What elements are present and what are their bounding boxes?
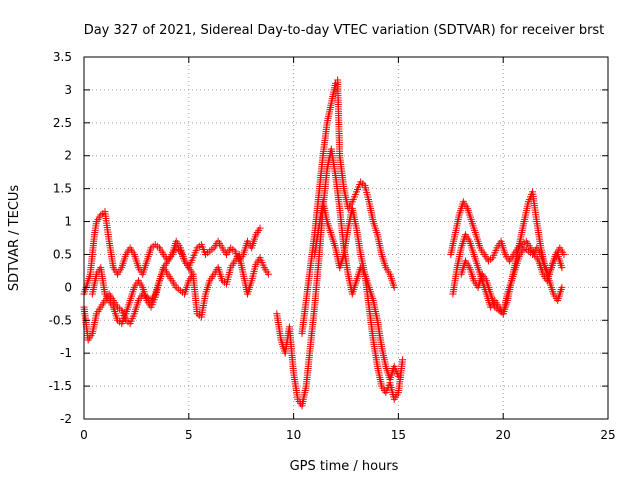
data-point <box>560 250 568 258</box>
series-group <box>88 244 197 328</box>
series-group <box>311 198 402 384</box>
axis-ticks: 0 5 10 15 20 25 -2 -1.5 -1 -0.5 0 0.5 1 1.5 2 2.5 3 3.5 <box>49 50 616 442</box>
y-tick-label: -0.5 <box>49 313 72 327</box>
series-group <box>457 244 566 318</box>
data-point <box>390 283 398 291</box>
y-tick-label: 0 <box>64 280 72 294</box>
chart-title: Day 327 of 2021, Sidereal Day-to-day VTE… <box>84 23 605 38</box>
x-tick-label: 20 <box>496 428 511 442</box>
y-tick-label: -1.5 <box>49 379 72 393</box>
data-point <box>558 264 566 272</box>
y-tick-label: 1.5 <box>53 182 72 196</box>
data-point <box>394 372 402 380</box>
x-tick-label: 5 <box>185 428 193 442</box>
x-tick-label: 25 <box>600 428 615 442</box>
y-tick-label: -2 <box>60 412 72 426</box>
data-marks <box>80 76 568 410</box>
x-axis-label: GPS time / hours <box>290 459 399 474</box>
data-point <box>189 270 197 278</box>
y-tick-label: 0.5 <box>53 247 72 261</box>
x-tick-label: 0 <box>80 428 88 442</box>
data-point <box>256 224 264 232</box>
y-tick-label: 2 <box>64 149 72 163</box>
y-tick-label: 1 <box>64 215 72 229</box>
data-point <box>264 270 272 278</box>
y-axis-label: SDTVAR / TECUs <box>7 185 22 292</box>
data-point <box>399 356 407 364</box>
y-tick-label: 3.5 <box>53 50 72 64</box>
y-tick-label: -1 <box>60 346 72 360</box>
y-tick-label: 2.5 <box>53 116 72 130</box>
x-tick-label: 15 <box>391 428 406 442</box>
y-tick-label: 3 <box>64 83 72 97</box>
x-tick-label: 10 <box>286 428 301 442</box>
plot-frame <box>83 56 609 420</box>
data-point <box>558 283 566 291</box>
